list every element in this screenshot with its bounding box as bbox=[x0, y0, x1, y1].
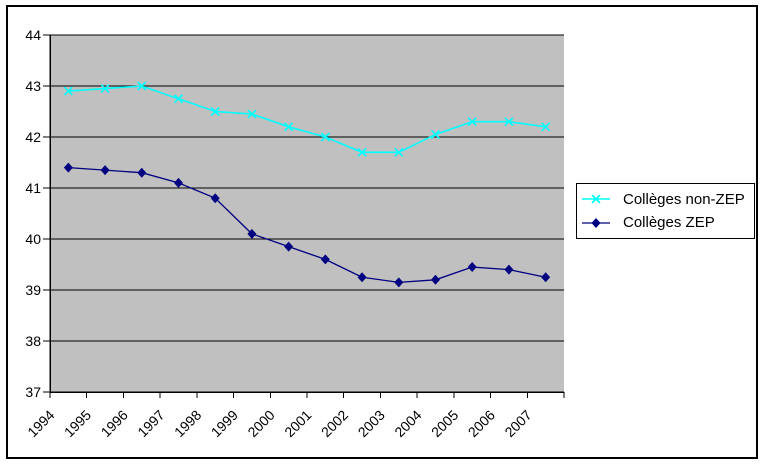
data-point-series0-1996 bbox=[137, 81, 147, 91]
data-point-series1-1994 bbox=[63, 162, 73, 173]
legend: Collèges non-ZEP Collèges ZEP bbox=[576, 183, 755, 239]
data-point-series1-1998 bbox=[210, 193, 220, 204]
legend-line-diamond-marker-icon bbox=[582, 217, 610, 228]
data-point-series0-2006 bbox=[504, 117, 514, 127]
data-point-series0-1995 bbox=[100, 83, 110, 94]
legend-label-colleges-non-zep: Collèges non-ZEP bbox=[623, 190, 745, 208]
data-point-series0-2004 bbox=[430, 129, 441, 140]
data-point-series1-2005 bbox=[467, 262, 477, 273]
data-point-series0-2007 bbox=[541, 122, 551, 132]
y-axis-label-40: 40 bbox=[25, 231, 41, 247]
legend-item-colleges-non-zep: Collèges non-ZEP bbox=[581, 191, 754, 208]
data-point-series0-1997 bbox=[173, 94, 184, 104]
data-point-series1-1999 bbox=[247, 228, 257, 239]
data-point-series1-2006 bbox=[504, 264, 514, 275]
y-axis-label-43: 43 bbox=[25, 78, 41, 94]
data-point-series1-1996 bbox=[137, 167, 147, 178]
data-point-series0-2001 bbox=[320, 132, 330, 142]
data-point-series0-1998 bbox=[210, 106, 220, 117]
y-axis-label-41: 41 bbox=[25, 180, 41, 196]
series-line-0 bbox=[68, 85, 546, 154]
data-point-series0-1994 bbox=[63, 86, 73, 96]
legend-item-colleges-zep: Collèges ZEP bbox=[581, 214, 754, 231]
data-point-series1-1995 bbox=[100, 165, 110, 176]
series-line-1 bbox=[68, 166, 546, 284]
data-point-series1-2002 bbox=[357, 272, 367, 283]
data-point-series1-2001 bbox=[320, 254, 330, 265]
legend-label-colleges-zep: Collèges ZEP bbox=[623, 214, 715, 232]
data-point-series0-2000 bbox=[284, 122, 294, 132]
data-point-series1-1997 bbox=[174, 177, 183, 188]
plot-area bbox=[50, 35, 564, 392]
legend-line-x-marker-icon bbox=[582, 194, 610, 204]
y-axis-label-42: 42 bbox=[25, 129, 41, 145]
data-point-series1-2000 bbox=[284, 241, 294, 252]
y-axis-label-44: 44 bbox=[25, 27, 41, 43]
data-point-series1-2007 bbox=[541, 272, 551, 283]
data-point-series1-2004 bbox=[431, 274, 440, 285]
y-axis-label-39: 39 bbox=[25, 282, 41, 298]
data-point-series1-2003 bbox=[394, 277, 404, 288]
data-point-series0-1999 bbox=[247, 109, 257, 119]
data-point-series0-2005 bbox=[467, 117, 477, 127]
data-point-series0-2002 bbox=[357, 147, 367, 157]
y-axis-label-37: 37 bbox=[25, 384, 41, 400]
y-axis-label-38: 38 bbox=[25, 333, 41, 349]
data-point-series0-2003 bbox=[394, 147, 404, 157]
